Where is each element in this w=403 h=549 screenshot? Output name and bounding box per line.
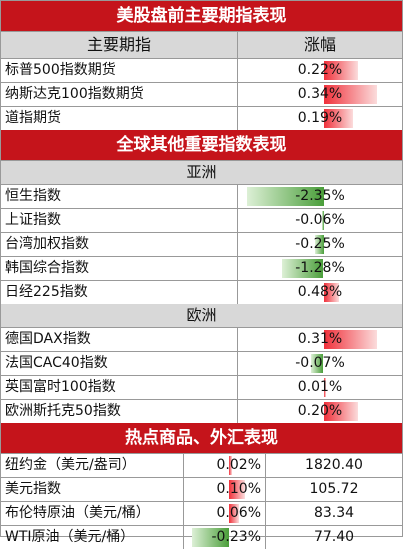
row-name: WTI原油（美元/桶） [1,526,184,549]
table-row: 道指期货 0.19% [1,107,402,130]
region-label-europe: 欧洲 [1,304,402,328]
positive-bar [323,85,377,104]
change-value: -0.25% [295,236,345,252]
positive-bar [229,456,233,475]
negative-bar [311,354,324,373]
change-value: -0.23% [211,529,261,545]
region-label-asia: 亚洲 [1,161,402,185]
table-row: 美元指数 0.10% 105.72 [1,478,402,502]
negative-bar [315,235,324,254]
change-cell: 0.20% [238,400,402,423]
table-row: 标普500指数期货 0.22% [1,59,402,83]
change-cell: 0.01% [238,376,402,399]
table-row: 英国富时100指数 0.01% [1,376,402,400]
table-row: 日经225指数 0.48% [1,281,402,304]
table-row: 韩国综合指数 -1.28% [1,257,402,281]
change-cell: 0.34% [238,83,402,106]
row-name: 欧洲斯托克50指数 [1,400,238,423]
row-name: 韩国综合指数 [1,257,238,280]
change-cell: 0.48% [238,281,402,304]
table-row: 恒生指数 -2.35% [1,185,402,209]
change-value: 0.10% [216,481,261,497]
change-cell: 0.19% [238,107,402,130]
change-cell: -0.25% [238,233,402,256]
row-name: 英国富时100指数 [1,376,238,399]
table-row: 台湾加权指数 -0.25% [1,233,402,257]
positive-bar [229,480,245,499]
change-cell: 0.31% [238,328,402,351]
column-header-name: 主要期指 [1,32,238,58]
price-value: 77.40 [313,529,355,545]
table-row: 上证指数 -0.06% [1,209,402,233]
change-value: -2.35% [295,188,345,204]
positive-bar [323,402,359,421]
table-row: WTI原油（美元/桶） -0.23% 77.40 [1,526,402,549]
row-name: 法国CAC40指数 [1,352,238,375]
row-name: 标普500指数期货 [1,59,238,82]
row-name: 美元指数 [1,478,184,501]
table-row: 德国DAX指数 0.31% [1,328,402,352]
row-name: 日经225指数 [1,281,238,304]
row-name: 台湾加权指数 [1,233,238,256]
section-title-global-indices: 全球其他重要指数表现 [1,130,402,161]
change-value: -0.07% [295,355,345,371]
table-row: 纳斯达克100指数期货 0.34% [1,83,402,107]
change-cell: -1.28% [238,257,402,280]
change-cell: -0.07% [238,352,402,375]
change-cell: 0.06% [184,502,266,525]
negative-bar [247,187,324,206]
column-header: 主要期指 涨幅 [1,32,402,59]
column-header-change: 涨幅 [303,35,336,54]
change-value: 0.22% [297,62,343,78]
price-value: 105.72 [309,481,359,497]
change-value: 0.34% [297,86,343,102]
change-cell: -0.06% [238,209,402,232]
negative-bar [321,211,324,230]
change-cell: -0.23% [184,526,266,549]
change-cell: -2.35% [238,185,402,208]
row-name: 纽约金（美元/盎司） [1,454,184,477]
change-value: 0.01% [297,379,343,395]
price-value: 1820.40 [305,457,363,473]
row-name: 布伦特原油（美元/桶） [1,502,184,525]
table-row: 布伦特原油（美元/桶） 0.06% 83.34 [1,502,402,526]
price-value: 83.34 [313,505,355,521]
row-name: 上证指数 [1,209,238,232]
negative-bar [281,259,324,278]
europe-rows: 德国DAX指数 0.31% 法国CAC40指数 -0.07% 英国富时100指数 0.01… [1,328,402,423]
row-name: 道指期货 [1,107,238,130]
asia-rows: 恒生指数 -2.35% 上证指数 -0.06% 台湾加权指数 -0.25% 韩国综合指数 -1… [1,185,402,304]
commodities-rows: 纽约金（美元/盎司） 0.02% 1820.40 美元指数 0.10% 105.72 布伦特… [1,454,402,549]
section-title-us-futures: 美股盘前主要期指表现 [1,1,402,32]
change-value: 0.19% [297,110,343,126]
table-row: 纽约金（美元/盎司） 0.02% 1820.40 [1,454,402,478]
change-value: 0.02% [216,457,261,473]
row-name: 恒生指数 [1,185,238,208]
positive-bar [323,61,358,80]
change-cell: 0.10% [184,478,266,501]
positive-bar [323,283,340,302]
change-value: 0.06% [216,505,261,521]
change-cell: 0.02% [184,454,266,477]
positive-bar [323,330,378,349]
positive-bar [323,109,354,128]
row-name: 德国DAX指数 [1,328,238,351]
table-row: 法国CAC40指数 -0.07% [1,352,402,376]
change-value: -1.28% [295,260,345,276]
us-futures-rows: 标普500指数期货 0.22% 纳斯达克100指数期货 0.34% 道指期货 0.19% [1,59,402,130]
change-cell: 0.22% [238,59,402,82]
row-name: 纳斯达克100指数期货 [1,83,238,106]
change-value: -0.06% [295,212,345,228]
section-title-commodities-fx: 热点商品、外汇表现 [1,423,402,454]
change-value: 0.31% [297,331,343,347]
table-row: 欧洲斯托克50指数 0.20% [1,400,402,423]
positive-bar [229,504,239,523]
change-value: 0.48% [297,284,343,300]
positive-bar [323,378,326,397]
change-value: 0.20% [297,403,343,419]
